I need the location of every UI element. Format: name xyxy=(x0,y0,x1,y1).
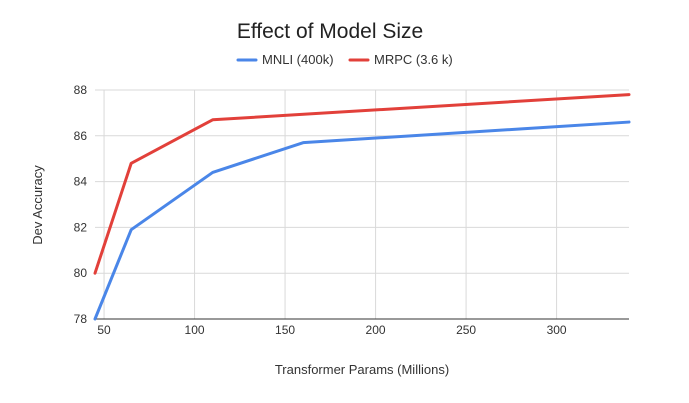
gridlines xyxy=(95,89,629,320)
series-line-mnli xyxy=(93,120,631,321)
x-tick-label: 300 xyxy=(547,323,567,337)
x-tick-label: 150 xyxy=(275,323,295,337)
x-tick-label: 100 xyxy=(185,323,205,337)
y-axis-label: Dev Accuracy xyxy=(30,165,45,245)
y-tick-label: 78 xyxy=(74,312,88,326)
legend-label: MRPC (3.6 k) xyxy=(374,52,453,67)
x-tick-label: 250 xyxy=(456,323,476,337)
x-tick-label: 200 xyxy=(366,323,386,337)
legend-item: MNLI (400k) xyxy=(236,52,334,67)
legend-item: MRPC (3.6 k) xyxy=(348,52,453,67)
y-tick-label: 86 xyxy=(74,129,88,143)
axes: 78 80 82 84 86 88 50 100 150 200 250 300 xyxy=(74,83,629,337)
legend: MNLI (400k) MRPC (3.6 k) xyxy=(236,52,453,67)
series-line-mrpc xyxy=(93,93,631,275)
legend-label: MNLI (400k) xyxy=(262,52,334,67)
y-tick-label: 88 xyxy=(74,83,88,97)
y-tick-label: 84 xyxy=(74,175,88,189)
x-tick-label: 50 xyxy=(97,323,111,337)
chart-title: Effect of Model Size xyxy=(237,20,423,43)
y-tick-label: 82 xyxy=(74,220,88,234)
series-layer xyxy=(93,93,631,321)
y-tick-label: 80 xyxy=(74,266,88,280)
x-axis-label: Transformer Params (Millions) xyxy=(275,362,449,377)
